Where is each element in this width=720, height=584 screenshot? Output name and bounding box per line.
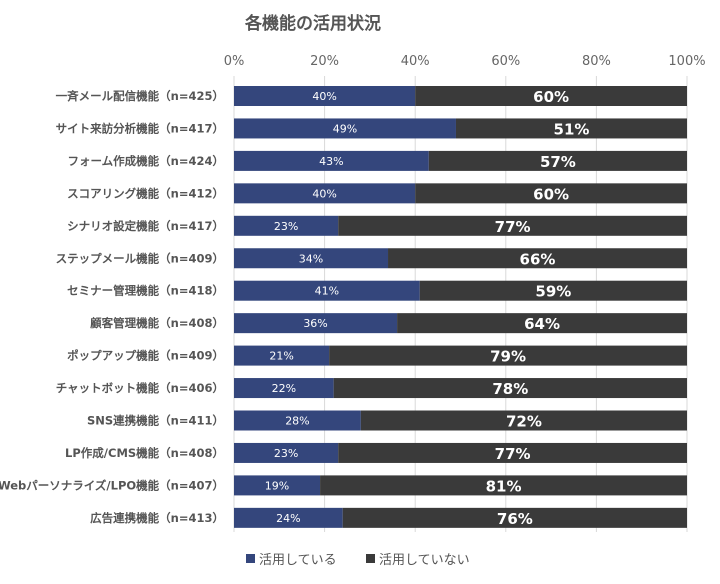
category-label: シナリオ設定機能（n=417） [67,219,224,233]
data-label: 77% [495,218,531,236]
bar-used [234,280,420,301]
bar-not-used [428,150,687,171]
legend-label: 活用していない [379,553,470,568]
bar-used [234,248,389,269]
chart-title: 各機能の活用状況 [244,13,381,34]
bar-not-used [338,442,687,463]
bar-used [234,313,398,334]
x-tick-label: 100% [668,54,705,69]
data-label: 36% [303,317,327,330]
bar-not-used [397,313,687,334]
data-label: 59% [535,283,571,301]
bar-used [234,345,330,366]
data-label: 41% [315,285,339,298]
bar-used [234,475,321,496]
data-label: 19% [265,479,289,492]
category-label: サイト来訪分析機能（n=417） [56,121,224,135]
category-label: チャットボット機能（n=406） [56,381,224,395]
category-label: Webパーソナライズ/LPO機能（n=407） [0,478,224,492]
category-label: ポップアップ機能（n=409） [67,349,224,363]
category-label: LP作成/CMS機能（n=408） [65,446,224,460]
x-tick-label: 60% [491,54,520,69]
category-label: フォーム作成機能（n=424） [68,154,224,168]
bar-not-used [415,183,687,204]
bar-used [234,215,339,236]
x-tick-label: 0% [224,54,245,69]
data-label: 34% [299,252,323,265]
bar-used [234,410,361,431]
bar-used [234,442,339,463]
bar-not-used [320,475,687,496]
legend-swatch-used [246,554,255,563]
data-label: 81% [486,477,522,495]
bar-used [234,507,343,528]
x-tick-label: 80% [582,54,611,69]
data-label: 76% [497,510,533,528]
data-label: 28% [285,415,309,428]
data-label: 40% [312,187,336,200]
data-label: 72% [506,413,542,431]
bar-not-used [455,118,687,139]
data-label: 40% [312,90,336,103]
x-tick-label: 20% [310,54,339,69]
bar-not-used [360,410,687,431]
bar-not-used [342,507,687,528]
bar-used [234,150,429,171]
data-label: 79% [490,348,526,366]
data-label: 78% [492,380,528,398]
data-label: 22% [272,382,296,395]
data-label: 51% [554,120,590,138]
data-label: 21% [269,350,293,363]
bar-not-used [329,345,687,366]
bar-used [234,118,456,139]
data-label: 49% [333,122,357,135]
data-label: 77% [495,445,531,463]
data-label: 23% [274,220,298,233]
bar-not-used [388,248,687,269]
bar-used [234,86,416,106]
bar-not-used [338,215,687,236]
bar-used [234,183,416,204]
category-label: 一斉メール配信機能（n=425） [56,89,224,103]
category-label: SNS連携機能（n=411） [87,414,224,428]
bar-used [234,378,334,399]
data-label: 23% [274,447,298,460]
bar-not-used [415,86,687,106]
data-label: 64% [524,315,560,333]
data-label: 60% [533,185,569,203]
category-label: スコアリング機能（n=412） [67,186,224,200]
legend-label: 活用している [259,553,337,568]
category-label: ステップメール機能（n=409） [56,251,224,265]
category-label: セミナー管理機能（n=418） [67,284,224,298]
bar-not-used [419,280,687,301]
legend-swatch-not-used [366,554,375,563]
data-label: 24% [276,512,300,525]
data-label: 57% [540,153,576,171]
data-label: 43% [319,155,343,168]
bar-not-used [333,378,687,399]
data-label: 66% [520,250,556,268]
category-label: 広告連携機能（n=413） [90,511,224,525]
data-label: 60% [533,88,569,106]
x-tick-label: 40% [401,54,430,69]
category-label: 顧客管理機能（n=408） [90,316,224,330]
